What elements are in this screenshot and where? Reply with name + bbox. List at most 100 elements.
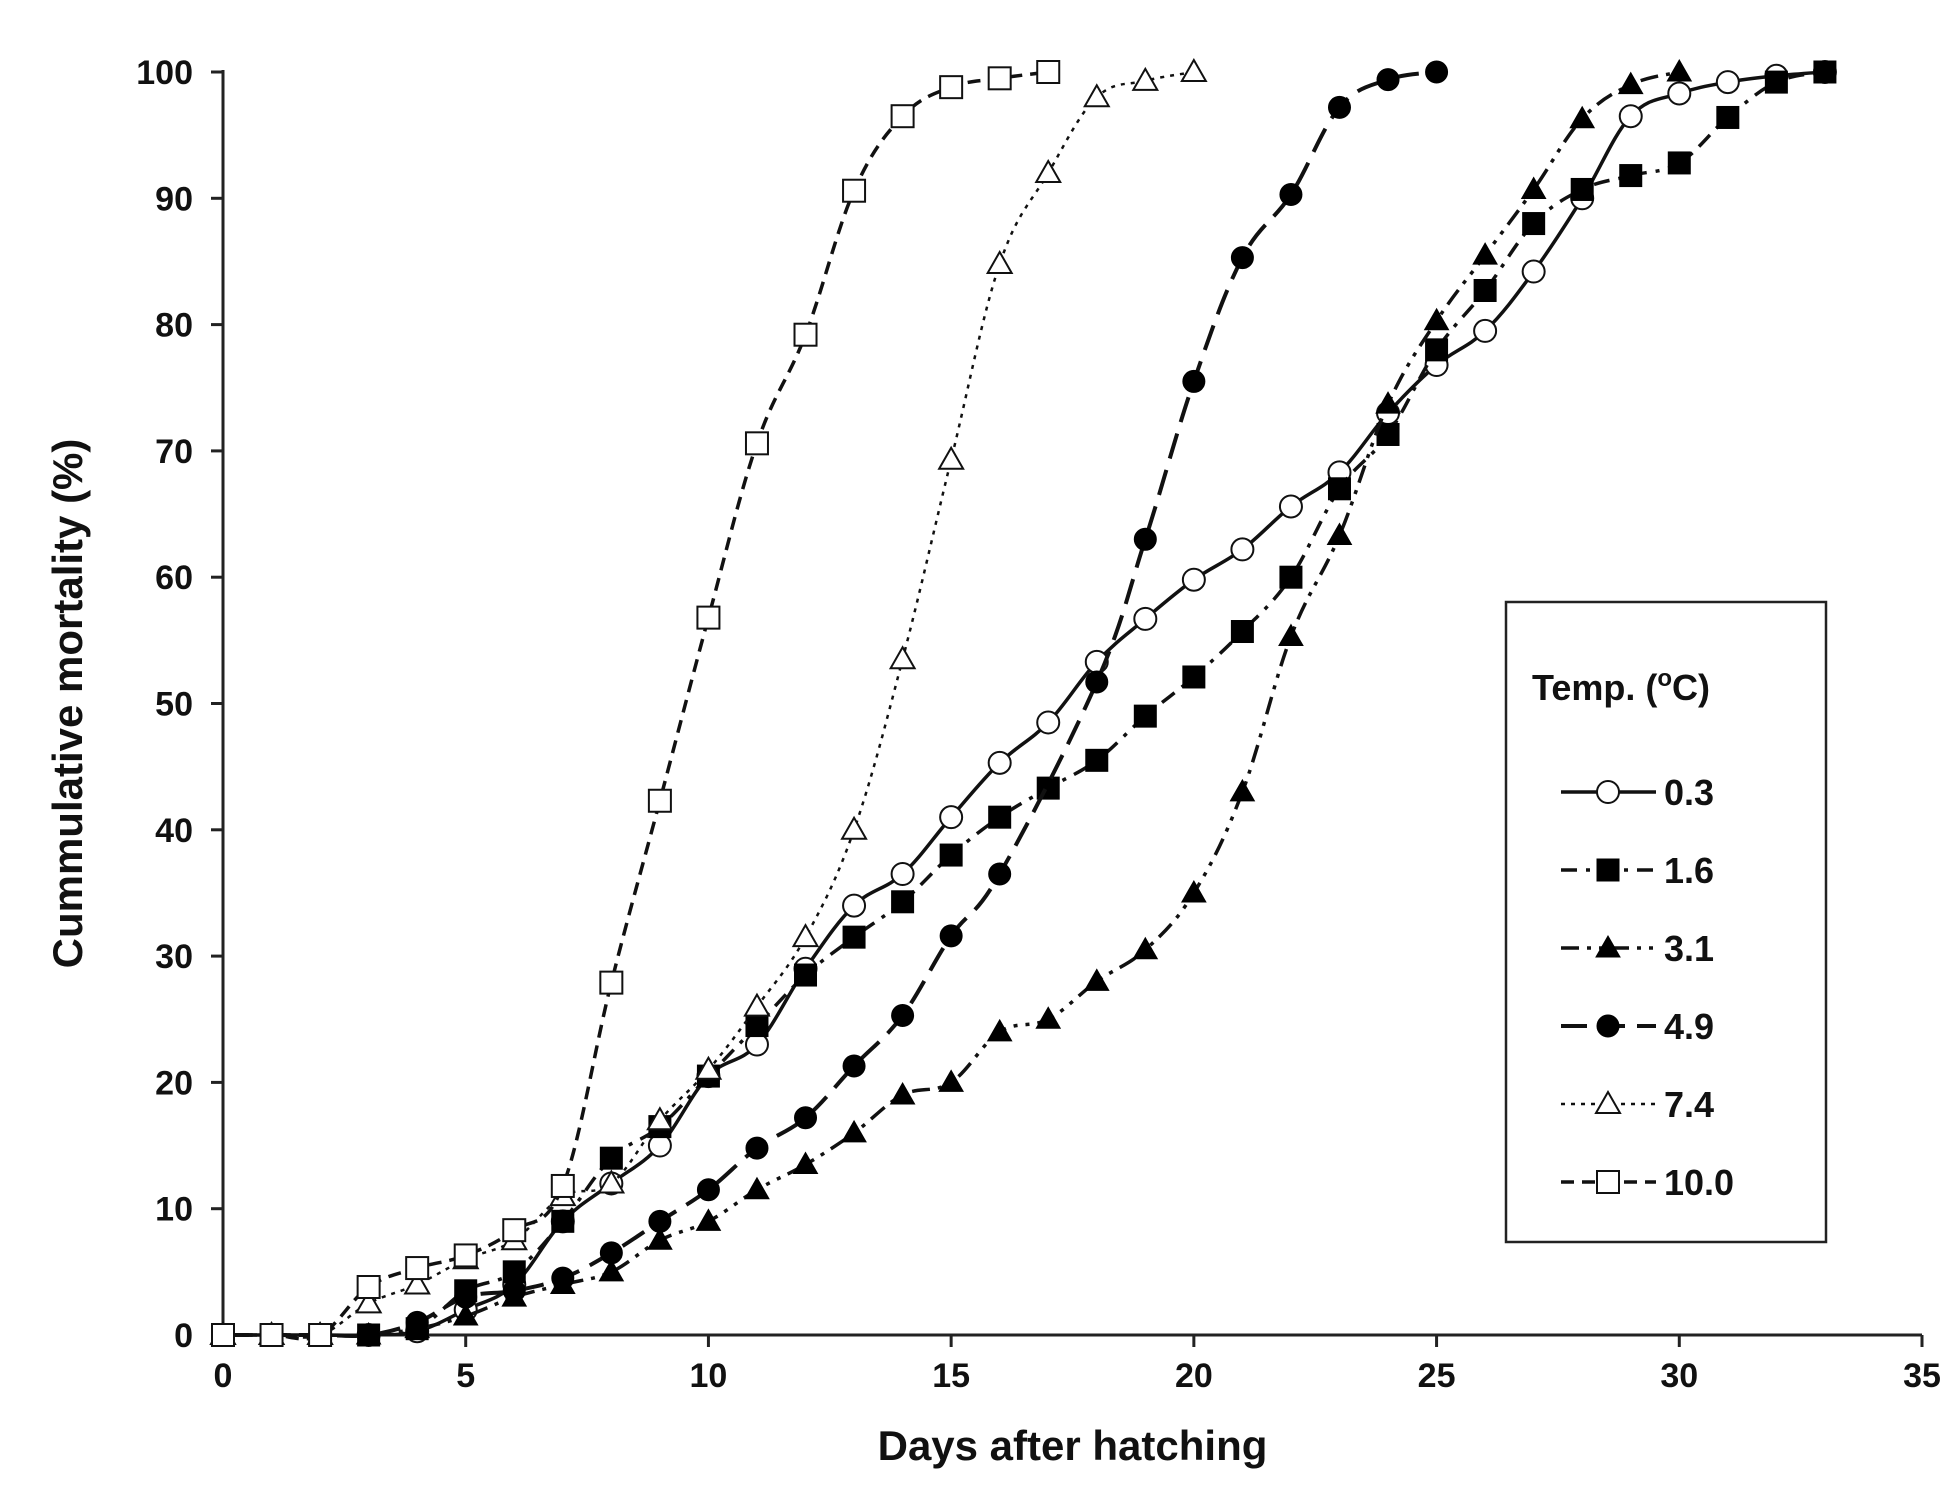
legend-entry: 1.6 (1561, 850, 1714, 891)
data-point (1716, 105, 1740, 129)
y-ticks: 0 10 20 30 40 50 60 70 80 90 100 (136, 54, 223, 1355)
data-point (1473, 278, 1497, 302)
data-point (1667, 81, 1692, 106)
y-tick-label: 40 (155, 812, 193, 850)
x-tick-label: 25 (1418, 1357, 1456, 1395)
data-point (1083, 83, 1111, 108)
data-point (1132, 936, 1159, 960)
data-point (1036, 710, 1061, 735)
x-axis-label: Days after hatching (878, 1422, 1268, 1469)
data-point (938, 1069, 965, 1092)
data-point (939, 924, 963, 948)
y-tick-label: 60 (155, 559, 193, 597)
series-7-4 (209, 57, 1208, 1345)
legend-title-unit: C) (1672, 667, 1710, 708)
data-point (988, 862, 1012, 886)
data-point (987, 66, 1012, 91)
legend-entry: 0.3 (1561, 772, 1714, 813)
series-10-0 (211, 60, 1061, 1347)
data-point (599, 1241, 623, 1265)
data-point (1085, 748, 1109, 772)
data-point (939, 75, 964, 100)
x-tick-label: 30 (1660, 1357, 1698, 1395)
x-tick-label: 15 (932, 1357, 970, 1395)
x-ticks: 0 5 10 15 20 25 30 35 (214, 1335, 1941, 1395)
x-tick-label: 35 (1903, 1357, 1941, 1395)
data-point (1375, 391, 1401, 414)
data-point (794, 963, 818, 987)
data-point (647, 788, 672, 813)
y-tick-label: 30 (155, 938, 193, 976)
data-point (1570, 177, 1594, 201)
data-point (597, 1169, 626, 1194)
y-tick-label: 20 (155, 1064, 193, 1102)
data-point (793, 322, 818, 347)
y-tick-label: 100 (136, 54, 193, 92)
data-point (890, 104, 915, 129)
data-point (405, 1310, 429, 1334)
data-point (1327, 95, 1351, 119)
data-point (937, 445, 965, 470)
data-point (1425, 60, 1449, 84)
data-point (1035, 1006, 1062, 1029)
data-point (696, 605, 721, 630)
data-point (744, 1176, 770, 1200)
data-point (986, 1018, 1013, 1042)
legend-label: 4.9 (1664, 1006, 1714, 1047)
data-point (889, 1082, 916, 1105)
y-tick-label: 50 (155, 686, 193, 724)
data-point (794, 1106, 818, 1130)
y-tick-label: 90 (155, 180, 193, 218)
x-tick-label: 20 (1175, 1357, 1213, 1395)
data-point (987, 750, 1012, 775)
legend-label: 7.4 (1664, 1084, 1714, 1125)
data-point (1715, 70, 1740, 95)
data-point (502, 1279, 526, 1303)
data-point (939, 843, 963, 867)
x-tick-label: 0 (214, 1357, 233, 1395)
data-point (1083, 968, 1110, 991)
data-point (354, 1289, 383, 1314)
data-point (1618, 104, 1643, 129)
data-point (1667, 151, 1691, 175)
data-point (1034, 159, 1062, 184)
data-point (1131, 66, 1160, 91)
data-point (599, 970, 624, 995)
data-point (1521, 259, 1546, 284)
data-point (891, 890, 915, 914)
data-point (1180, 57, 1208, 82)
data-point (1133, 527, 1157, 551)
y-tick-label: 70 (155, 433, 193, 471)
data-point (647, 1227, 673, 1250)
data-point (551, 1266, 575, 1290)
data-point (1619, 164, 1643, 188)
data-point (550, 1173, 575, 1198)
data-point (551, 1209, 575, 1233)
data-point (1473, 318, 1498, 343)
data-point (259, 1323, 284, 1347)
data-point (842, 925, 866, 949)
legend-box (1504, 600, 1828, 1244)
legend-label: 3.1 (1664, 928, 1714, 969)
data-point (356, 1275, 381, 1300)
data-point (791, 923, 820, 948)
data-point (939, 805, 964, 830)
data-point (648, 1209, 672, 1233)
legend: Temp. (oC) 0.3 1.6 3.1 4.9 7.4 10.0 (1504, 600, 1828, 1244)
data-point (842, 178, 867, 203)
legend-marker (1596, 858, 1620, 882)
data-point (696, 1178, 720, 1202)
data-point (1278, 623, 1304, 647)
data-point (1180, 879, 1207, 903)
data-point (1666, 58, 1693, 82)
data-point (357, 1323, 381, 1347)
x-tick-label: 10 (690, 1357, 728, 1395)
data-point (452, 1303, 479, 1326)
data-point (502, 1218, 527, 1243)
legend-label: 10.0 (1664, 1162, 1734, 1203)
data-point (646, 1106, 674, 1131)
data-point (1279, 183, 1303, 207)
data-point (1278, 494, 1303, 519)
data-point (598, 1258, 625, 1282)
y-tick-label: 0 (174, 1317, 193, 1355)
